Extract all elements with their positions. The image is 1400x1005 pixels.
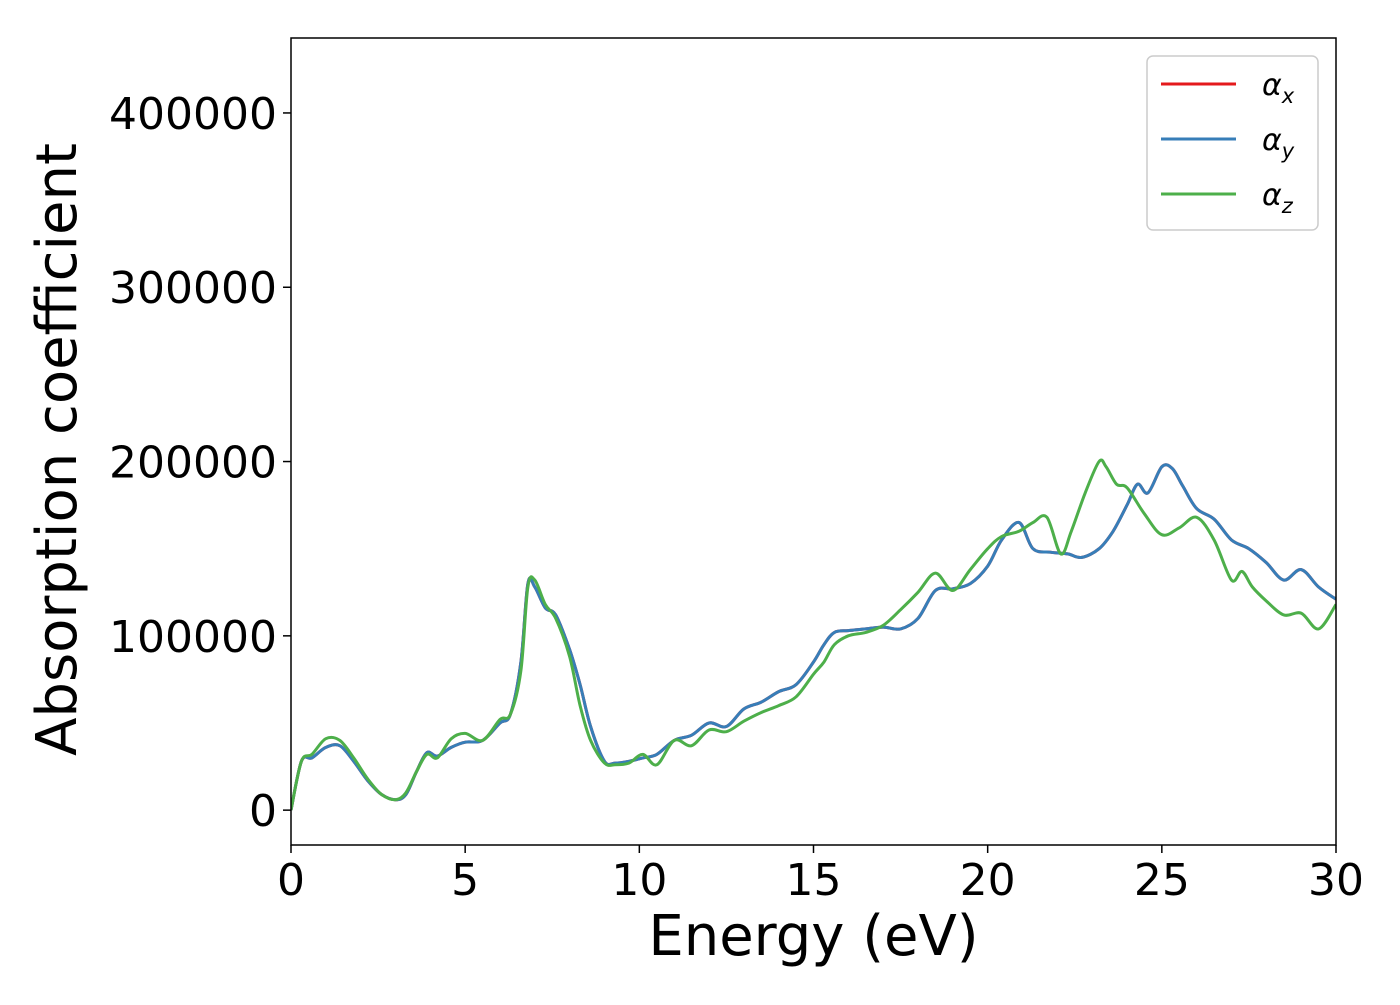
y-tick-label: 400000 <box>109 89 277 140</box>
legend-label: αx <box>1262 68 1295 108</box>
series-line-y <box>291 463 1336 811</box>
x-tick-label: 25 <box>1134 855 1190 906</box>
y-axis-title: Absorption coefficient <box>25 143 90 756</box>
y-tick-label: 200000 <box>109 438 277 489</box>
x-tick-label: 5 <box>451 855 479 906</box>
x-axis-title: Energy (eV) <box>648 904 978 969</box>
legend-label: αy <box>1262 123 1295 163</box>
series-line-z <box>291 458 1336 811</box>
x-tick-label: 15 <box>786 855 842 906</box>
x-tick-label: 0 <box>277 855 305 906</box>
x-tick-label: 30 <box>1308 855 1364 906</box>
legend-item-z: αz <box>1161 178 1294 218</box>
legend-box <box>1146 55 1319 231</box>
series-line-x <box>291 463 1336 811</box>
series-layer <box>291 458 1336 811</box>
legend: αx αy αz <box>1146 55 1319 231</box>
y-tick-label: 0 <box>249 786 277 837</box>
y-tick-label: 100000 <box>109 612 277 663</box>
legend-label: αz <box>1262 178 1294 218</box>
legend-item-y: αy <box>1161 123 1295 163</box>
x-axis: 0 5 10 15 20 25 30 <box>277 845 1364 906</box>
y-tick-label: 300000 <box>109 263 277 314</box>
legend-item-x: αx <box>1161 68 1295 108</box>
x-tick-label: 10 <box>611 855 667 906</box>
y-axis: 0 100000 200000 300000 400000 <box>109 89 291 837</box>
x-tick-label: 20 <box>960 855 1016 906</box>
